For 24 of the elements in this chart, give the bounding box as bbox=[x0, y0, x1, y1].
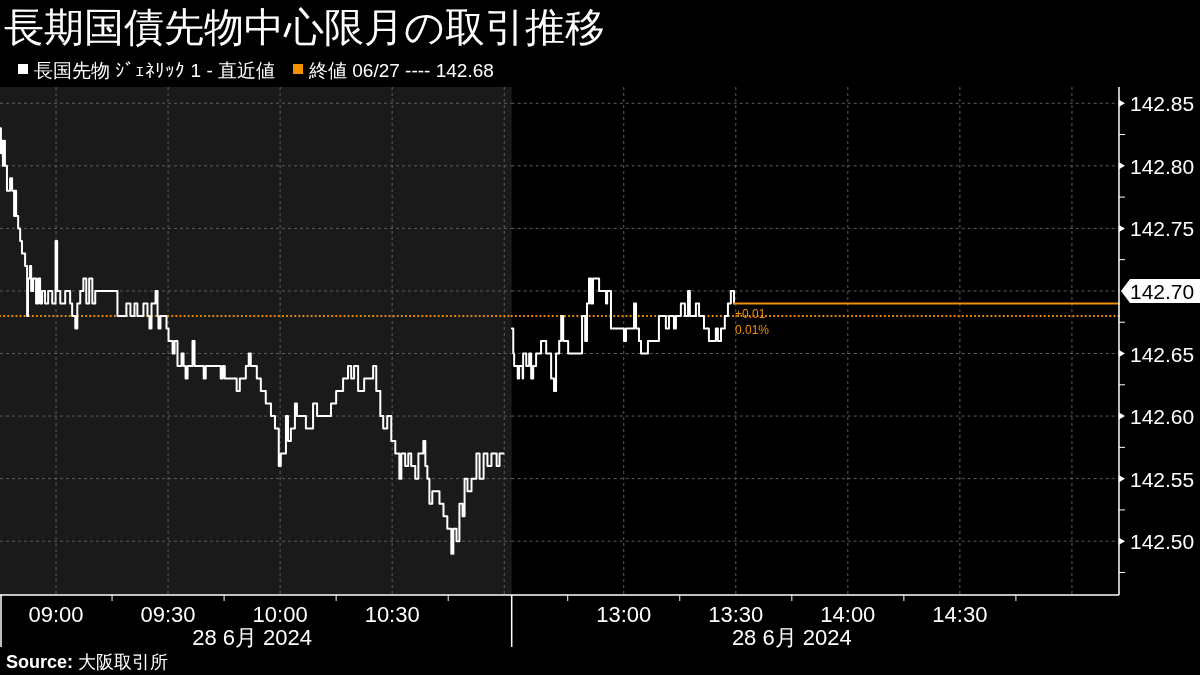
x-tick-label: 14:30 bbox=[932, 602, 988, 627]
y-tick-label: 142.60 bbox=[1130, 405, 1195, 429]
title: 長期国債先物中心限月の取引推移 bbox=[4, 5, 605, 49]
legend-label: 終値 06/27 ---- 142.68 bbox=[309, 60, 494, 81]
y-tick-label: 142.55 bbox=[1130, 467, 1195, 491]
y-tick-label: 142.50 bbox=[1130, 530, 1195, 554]
annotation: 0.01% bbox=[735, 323, 770, 338]
x-axis-title: 28 6月 2024 bbox=[192, 625, 313, 650]
annotation: Source: 大阪取引所 bbox=[6, 652, 169, 672]
y-tick-label: 142.70 bbox=[1130, 279, 1195, 303]
x-tick-label: 10:30 bbox=[364, 602, 420, 627]
x-tick-label: 10:00 bbox=[252, 602, 308, 627]
x-tick-label: 13:00 bbox=[596, 602, 652, 627]
x-tick-label: 14:00 bbox=[820, 602, 876, 627]
x-tick-label: 09:00 bbox=[28, 602, 84, 627]
legend-label: 長国先物 ｼﾞｪﾈﾘｯｸ 1 - 直近値 bbox=[34, 60, 275, 81]
y-tick-label: 142.80 bbox=[1130, 154, 1195, 178]
x-tick-label: 09:30 bbox=[140, 602, 196, 627]
y-tick-label: 142.75 bbox=[1130, 217, 1195, 241]
y-tick-label: 142.65 bbox=[1130, 342, 1195, 366]
x-tick-label: 13:30 bbox=[708, 602, 764, 627]
x-axis-title: 28 6月 2024 bbox=[731, 625, 852, 650]
y-tick-label: 142.85 bbox=[1130, 92, 1195, 116]
annotation: +0.01 bbox=[735, 307, 766, 322]
